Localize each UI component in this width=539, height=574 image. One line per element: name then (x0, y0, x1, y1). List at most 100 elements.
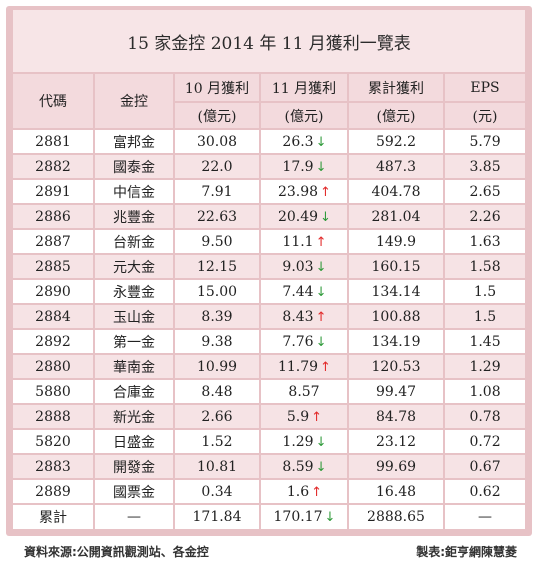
cell-code-value: 5880 (35, 383, 71, 400)
down-arrow-icon: ↓ (320, 209, 331, 225)
table-row: 2890 永豐金 15.00 7.44 ↓ 134.14 1.5 (13, 280, 526, 305)
cell-oct: 30.08 (175, 130, 261, 155)
table-row: 2887 台新金 9.50 11.1 ↑ 149.9 1.63 (13, 230, 526, 255)
cell-cumulative: 134.14 (349, 280, 445, 305)
header-nov-unit: (億元) (261, 103, 349, 130)
cell-nov-value: 7.76 (282, 333, 314, 350)
cell-company: 中信金 (95, 180, 175, 205)
cell-code: 5880 (13, 380, 95, 405)
cell-eps: 1.29 (445, 355, 526, 380)
down-arrow-icon: ↓ (315, 259, 327, 275)
cell-code: 2884 (13, 305, 95, 330)
cell-cumulative-value: 487.3 (375, 158, 417, 175)
cell-code-value: 2884 (35, 308, 71, 325)
table-row: 2888 新光金 2.66 5.9 ↑ 84.78 0.78 (13, 405, 526, 430)
cell-cumulative: 99.69 (349, 455, 445, 480)
total-eps-value: — (478, 509, 493, 525)
cell-code: 2883 (13, 455, 95, 480)
cell-company-value: 新光金 (113, 409, 155, 426)
cell-cumulative-value: 160.15 (371, 258, 421, 275)
cell-eps-value: 2.26 (469, 208, 501, 225)
cell-company: 新光金 (95, 405, 175, 430)
cell-code-value: 5820 (35, 433, 71, 450)
cell-nov: 7.44 ↓ (261, 280, 349, 305)
cell-oct: 22.63 (175, 205, 261, 230)
cell-oct-value: 15.00 (196, 283, 238, 300)
cell-oct: 0.34 (175, 480, 261, 505)
cell-eps: 2.65 (445, 180, 526, 205)
header-eps: EPS (445, 74, 526, 103)
up-arrow-icon: ↑ (315, 234, 327, 250)
cell-company-value: 玉山金 (113, 309, 155, 326)
cell-code-value: 2891 (35, 183, 71, 200)
cell-nov: 5.9 ↑ (261, 405, 349, 430)
header-row: 代碼 金控 10 月獲利 11 月獲利 累計獲利 EPS (13, 74, 526, 130)
cell-code: 2891 (13, 180, 95, 205)
cell-eps: 1.08 (445, 380, 526, 405)
cell-oct: 7.91 (175, 180, 261, 205)
header-company: 金控 (95, 74, 175, 130)
cell-company-value: 國票金 (113, 484, 155, 501)
header-oct: 10 月獲利 (175, 74, 261, 103)
total-company-value: — (127, 509, 141, 525)
cell-company-value: 華南金 (113, 359, 155, 376)
cell-oct-value: 22.0 (201, 158, 233, 175)
cell-company-value: 永豐金 (113, 284, 155, 301)
cell-eps-value: 5.79 (469, 133, 501, 150)
cell-code: 2887 (13, 230, 95, 255)
cell-nov-value: 5.9 (286, 408, 310, 425)
down-arrow-icon: ↓ (315, 159, 327, 175)
table-row: 5820 日盛金 1.52 1.29 ↓ 23.12 0.72 (13, 430, 526, 455)
cell-oct-value: 12.15 (196, 258, 238, 275)
up-arrow-icon: ↑ (320, 359, 331, 375)
table-row: 2892 第一金 9.38 7.76 ↓ 134.19 1.45 (13, 330, 526, 355)
cell-nov-value: 20.49 (277, 208, 319, 225)
total-company: — (95, 505, 175, 531)
cell-cumulative: 404.78 (349, 180, 445, 205)
cell-oct: 22.0 (175, 155, 261, 180)
cell-code: 2889 (13, 480, 95, 505)
table-row: 2882 國泰金 22.0 17.9 ↓ 487.3 3.85 (13, 155, 526, 180)
total-eps: — (445, 505, 526, 531)
cell-eps-value: 3.85 (469, 158, 501, 175)
cell-oct-value: 2.66 (201, 408, 233, 425)
title-row: 15 家金控 2014 年 11 月獲利一覽表 (13, 10, 526, 74)
cell-nov-value: 7.44 (282, 283, 314, 300)
cell-code: 2888 (13, 405, 95, 430)
cell-oct-value: 0.34 (201, 483, 233, 500)
header-cumulative: 累計獲利 (349, 74, 445, 103)
table-title: 15 家金控 2014 年 11 月獲利一覽表 (13, 10, 526, 74)
header-cumulative-unit: (億元) (349, 103, 445, 130)
cell-cumulative-value: 404.78 (371, 183, 421, 200)
cell-cumulative: 16.48 (349, 480, 445, 505)
cell-code-value: 2886 (35, 208, 71, 225)
cell-code: 2890 (13, 280, 95, 305)
cell-cumulative: 100.88 (349, 305, 445, 330)
cell-cumulative: 99.47 (349, 380, 445, 405)
cell-oct: 8.39 (175, 305, 261, 330)
cell-company-value: 第一金 (113, 334, 155, 351)
cell-cumulative-value: 99.47 (375, 383, 417, 400)
cell-code-value: 2883 (35, 458, 71, 475)
cell-cumulative-value: 23.12 (375, 433, 417, 450)
down-arrow-icon: ↓ (315, 284, 327, 300)
up-arrow-icon: ↑ (315, 309, 327, 325)
cell-code-value: 2881 (35, 133, 71, 150)
cell-eps: 5.79 (445, 130, 526, 155)
cell-nov-value: 26.3 (282, 133, 314, 150)
cell-eps: 1.5 (445, 280, 526, 305)
up-arrow-icon: ↑ (320, 184, 331, 200)
cell-nov: 11.1 ↑ (261, 230, 349, 255)
profit-table: 15 家金控 2014 年 11 月獲利一覽表 代碼 金控 10 月獲利 11 … (13, 10, 526, 531)
cell-company: 國泰金 (95, 155, 175, 180)
cell-eps: 0.72 (445, 430, 526, 455)
cell-oct: 10.99 (175, 355, 261, 380)
cell-eps-value: 0.62 (469, 483, 501, 500)
cell-cumulative: 84.78 (349, 405, 445, 430)
up-arrow-icon: ↑ (311, 484, 323, 500)
header-unit-row: (億元) (億元) (億元) (元) (13, 103, 526, 130)
cell-eps: 0.78 (445, 405, 526, 430)
cell-nov: 1.6 ↑ (261, 480, 349, 505)
cell-cumulative-value: 592.2 (375, 133, 417, 150)
cell-company-value: 富邦金 (113, 134, 155, 151)
